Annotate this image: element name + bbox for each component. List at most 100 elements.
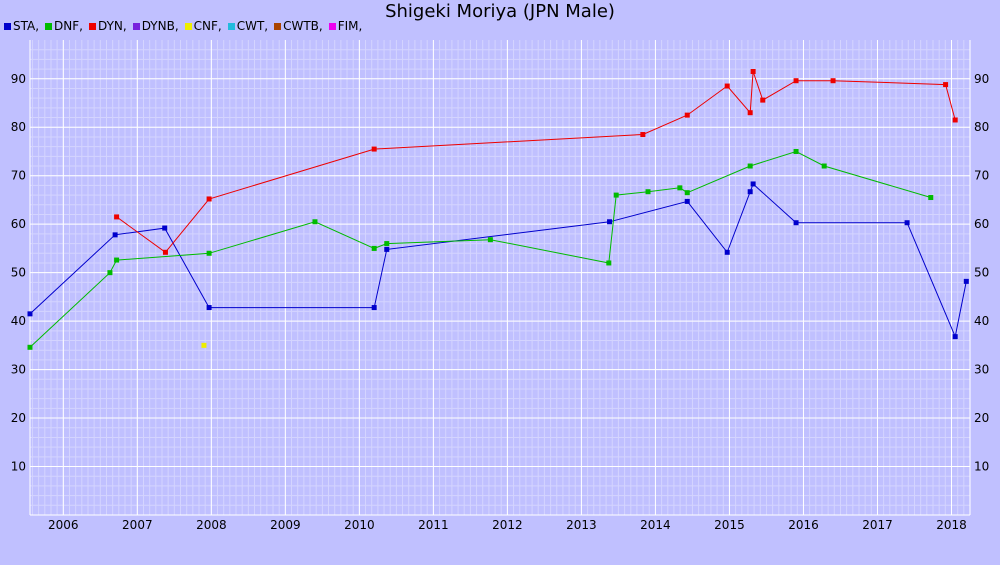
legend-item: DYNB, [132,19,179,33]
data-point [750,181,756,187]
legend-item: CWTB, [274,19,323,33]
data-point [371,146,377,152]
y-tick-label-left: 90 [11,72,26,86]
legend-item: CNF, [184,19,222,33]
data-point [724,249,730,255]
x-tick-label: 2011 [418,518,449,532]
data-point [27,311,33,317]
legend-swatch [132,23,140,30]
series-line-dyn [116,71,956,253]
y-tick-label-right: 60 [974,217,989,231]
series-line-dnf [29,150,931,348]
data-point [793,78,799,84]
legend-swatch [274,23,282,30]
data-point [747,163,753,169]
legend-item: STA, [4,19,39,33]
data-point [684,198,690,204]
data-point [793,148,799,154]
data-point [371,305,377,311]
y-tick-label-right: 80 [974,120,989,134]
y-tick-label-right: 20 [974,411,989,425]
data-point [821,163,827,169]
y-tick-label-right: 50 [974,266,989,280]
series-cnf [201,342,207,348]
x-tick-label: 2016 [788,518,819,532]
y-tick-label-right: 10 [974,460,989,474]
data-point [640,132,646,138]
data-point [162,249,168,255]
x-tick-label: 2007 [122,518,153,532]
data-point [747,110,753,116]
x-tick-label: 2014 [640,518,671,532]
y-tick-label-left: 60 [11,217,26,231]
y-tick-label-right: 40 [974,314,989,328]
data-point [206,305,212,311]
series-sta [27,181,969,340]
series-layer [27,69,969,350]
data-point [724,83,730,89]
data-point [371,245,377,251]
legend-swatch [184,23,192,30]
legend-swatch [328,23,336,30]
data-point [312,219,318,225]
axes: 2006 2007 2008 2009 2010 2011 2012 2013 2014 2015… [11,40,989,532]
x-tick-label: 2009 [270,518,301,532]
data-point [684,190,690,196]
legend-swatch [227,23,235,30]
data-point [384,246,390,252]
data-point [750,69,756,75]
legend-label: STA, [13,19,40,33]
legend-item: DNF, [45,19,83,33]
y-tick-label-right: 70 [974,169,989,183]
legend-item: FIM, [328,19,363,33]
data-point [27,344,33,350]
chart-title: Shigeki Moriya (JPN Male) [385,1,615,22]
legend-item: DYN, [88,19,127,33]
y-tick-label-left: 10 [11,460,26,474]
y-tick-label-left: 40 [11,314,26,328]
data-point [677,185,683,191]
y-tick-label-left: 50 [11,266,26,280]
data-point [114,214,120,220]
data-point [112,232,118,238]
data-point [384,241,390,247]
legend-item: CWT, [227,19,268,33]
y-tick-label-right: 30 [974,363,989,377]
x-tick-label: 2017 [862,518,893,532]
series-dnf [27,148,934,350]
y-tick-label-left: 30 [11,363,26,377]
y-tick-label-left: 80 [11,120,26,134]
legend-swatch [88,23,96,30]
data-point [206,250,212,256]
data-point [952,334,958,340]
x-tick-label: 2012 [492,518,523,532]
legend-label: DYN, [97,19,127,33]
data-point [684,112,690,118]
legend-label: DNF, [54,19,83,33]
legend-label: DYNB, [141,19,179,33]
series-dyn [114,69,958,255]
data-point [952,117,958,123]
legend-label: CNF, [193,19,222,33]
data-point [606,260,612,266]
data-point [793,220,799,226]
data-point [963,278,969,284]
x-tick-label: 2010 [344,518,375,532]
legend-swatch [45,23,53,30]
data-point [487,237,493,243]
legend-label: CWTB, [283,19,323,33]
data-point [613,192,619,198]
y-tick-label-left: 20 [11,411,26,425]
series-line-sta [29,183,967,339]
data-point [201,342,207,348]
data-point [928,195,934,201]
legend-swatch [4,23,11,30]
data-point [747,189,753,195]
data-point [760,97,766,103]
x-tick-label: 2006 [48,518,79,532]
y-tick-label-left: 70 [11,169,26,183]
data-point [107,270,113,276]
x-tick-label: 2015 [714,518,745,532]
legend-label: FIM, [337,19,363,33]
